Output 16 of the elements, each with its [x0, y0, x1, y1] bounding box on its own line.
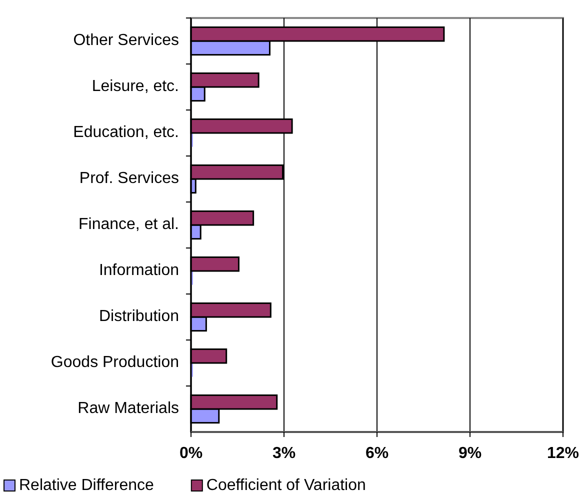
legend-label: Relative Difference	[19, 477, 154, 494]
x-tick-label: 6%	[365, 445, 389, 462]
y-tick-label: Distribution	[98, 308, 179, 326]
y-tick-label: Leisure, etc.	[92, 78, 179, 96]
x-tick-label: 3%	[272, 445, 296, 462]
y-tick-label: Information	[98, 262, 179, 280]
y-tick-label: Prof. Services	[79, 170, 179, 188]
x-tick-label: 9%	[458, 445, 482, 462]
y-tick-label: Other Services	[73, 32, 179, 50]
y-tick-label: Raw Materials	[78, 400, 179, 418]
y-tick-label: Finance, et al.	[78, 216, 179, 234]
y-tick-label: Goods Production	[50, 354, 179, 372]
x-tick-label: 0%	[179, 445, 203, 462]
y-tick-label: Education, etc.	[73, 124, 179, 142]
legend-label: Coefficient of Variation	[206, 477, 366, 494]
x-tick-label: 12%	[546, 445, 580, 462]
